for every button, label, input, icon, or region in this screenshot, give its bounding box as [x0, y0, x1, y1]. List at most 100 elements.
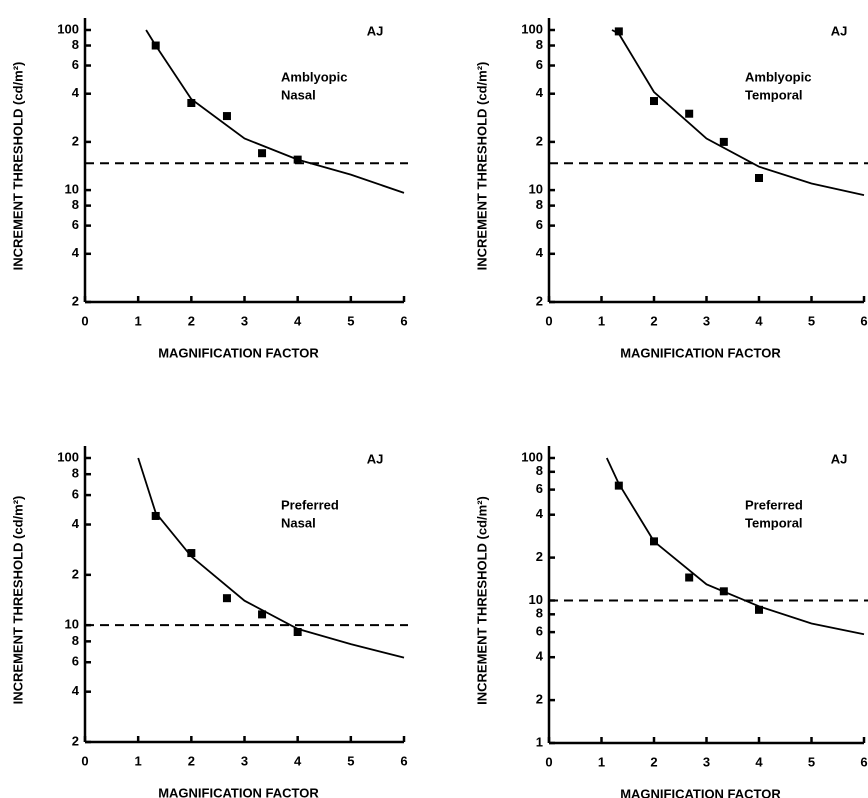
y-tick-label: 10: [65, 617, 79, 632]
x-tick-label: 5: [808, 754, 815, 769]
x-tick-label: 3: [241, 753, 248, 768]
y-tick-label: 4: [72, 245, 80, 260]
data-point: [719, 137, 728, 146]
y-tick-label: 2: [536, 549, 543, 564]
panel-annotation: Temporal: [745, 515, 803, 530]
y-tick-label: 6: [536, 481, 543, 496]
x-tick-label: 2: [188, 753, 195, 768]
y-tick-label: 6: [72, 654, 79, 669]
y-tick-label: 2: [536, 293, 543, 308]
x-tick-label: 3: [703, 313, 710, 328]
data-point: [755, 605, 763, 614]
y-tick-label: 2: [72, 293, 79, 308]
y-axis-title: INCREMENT THRESHOLD (cd/m²): [474, 62, 489, 271]
x-tick-label: 6: [860, 313, 867, 328]
data-point: [151, 41, 160, 50]
x-tick-label: 1: [135, 753, 142, 768]
y-tick-label: 6: [536, 217, 543, 232]
data-point: [614, 481, 623, 490]
x-tick-label: 6: [860, 754, 867, 769]
y-tick-label: 8: [72, 37, 79, 52]
data-point: [755, 174, 763, 183]
y-tick-label: 10: [529, 592, 543, 607]
y-tick-label: 8: [536, 37, 543, 52]
y-tick-label: 8: [536, 463, 543, 478]
data-point: [222, 594, 231, 603]
y-tick-label: 8: [72, 197, 79, 212]
y-tick-label: 8: [536, 197, 543, 212]
y-tick-label: 8: [72, 466, 79, 481]
y-tick-label: 10: [529, 182, 543, 197]
y-tick-label: 4: [72, 516, 80, 531]
y-tick-label: 6: [536, 57, 543, 72]
y-tick-label: 10: [65, 182, 79, 197]
x-tick-label: 3: [241, 313, 248, 328]
panel-label: AJ: [367, 451, 384, 466]
data-point: [258, 610, 267, 619]
panel-annotation: Preferred: [745, 497, 803, 512]
panel-annotation: Amblyopic: [281, 69, 347, 84]
data-point: [293, 155, 302, 164]
data-point: [685, 109, 694, 118]
data-point: [685, 573, 694, 582]
x-tick-label: 5: [808, 313, 815, 328]
data-point: [187, 549, 196, 558]
y-tick-label: 6: [72, 217, 79, 232]
y-tick-label: 6: [72, 57, 79, 72]
y-tick-label: 2: [72, 733, 79, 748]
x-tick-label: 0: [545, 754, 552, 769]
y-tick-label: 2: [536, 133, 543, 148]
data-point: [614, 27, 623, 36]
y-tick-label: 2: [72, 566, 79, 581]
fit-curve: [137, 457, 405, 659]
data-point: [151, 511, 160, 520]
y-tick-label: 100: [521, 21, 543, 36]
x-axis-title: MAGNIFICATION FACTOR: [158, 345, 319, 360]
data-point: [293, 628, 302, 637]
x-tick-label: 1: [135, 313, 142, 328]
y-tick-label: 100: [521, 449, 543, 464]
y-tick-label: 8: [536, 606, 543, 621]
panel-annotation: Nasal: [281, 515, 316, 530]
x-tick-label: 4: [755, 313, 763, 328]
x-tick-label: 0: [545, 313, 552, 328]
x-tick-label: 4: [294, 753, 302, 768]
panel-annotation: Preferred: [281, 497, 339, 512]
panel-annotation: Temporal: [745, 87, 803, 102]
y-tick-label: 2: [536, 692, 543, 707]
x-tick-label: 5: [347, 753, 354, 768]
y-tick-label: 4: [536, 245, 544, 260]
y-tick-label: 4: [536, 85, 544, 100]
x-tick-label: 0: [81, 753, 88, 768]
x-tick-label: 6: [400, 313, 407, 328]
y-axis-title: INCREMENT THRESHOLD (cd/m²): [10, 496, 25, 705]
fit-curve: [611, 29, 865, 196]
y-tick-label: 1: [536, 734, 543, 749]
data-point: [187, 98, 196, 107]
y-tick-label: 100: [57, 449, 79, 464]
x-axis-title: MAGNIFICATION FACTOR: [158, 785, 319, 798]
fit-curve: [605, 457, 865, 636]
data-point: [222, 112, 231, 121]
panel-annotation: Nasal: [281, 87, 316, 102]
y-axis-title: INCREMENT THRESHOLD (cd/m²): [474, 496, 489, 705]
y-tick-label: 6: [536, 624, 543, 639]
x-tick-label: 6: [400, 753, 407, 768]
data-point: [258, 149, 267, 158]
y-tick-label: 4: [536, 506, 544, 521]
panel-annotation: Amblyopic: [745, 69, 811, 84]
x-tick-label: 2: [650, 754, 657, 769]
panel-label: AJ: [831, 23, 848, 38]
y-tick-label: 100: [57, 21, 79, 36]
y-tick-label: 4: [72, 85, 80, 100]
y-tick-label: 2: [72, 133, 79, 148]
data-point: [650, 537, 658, 546]
x-axis-title: MAGNIFICATION FACTOR: [620, 345, 781, 360]
y-tick-label: 8: [72, 633, 79, 648]
y-tick-label: 4: [536, 649, 544, 664]
x-tick-label: 2: [188, 313, 195, 328]
x-tick-label: 1: [598, 313, 605, 328]
